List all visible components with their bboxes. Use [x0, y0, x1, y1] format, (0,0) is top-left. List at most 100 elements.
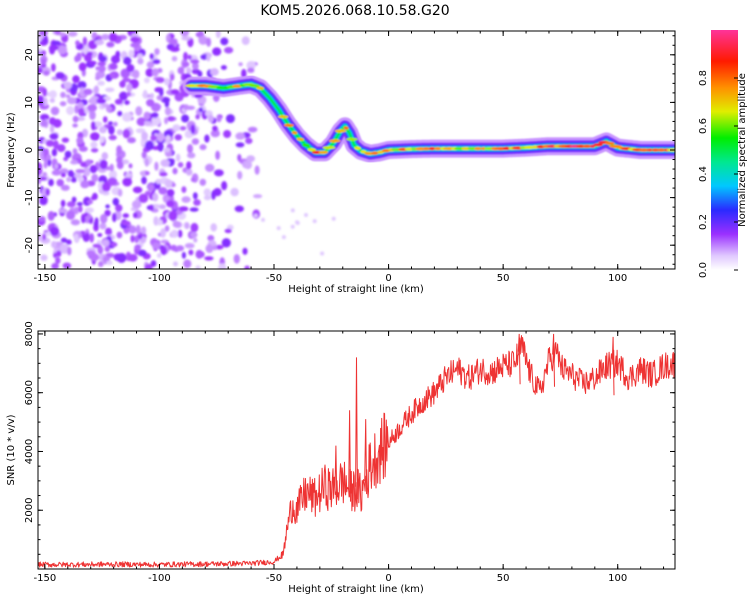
noise-blob [132, 186, 143, 194]
noise-blob [85, 232, 90, 242]
noise-blob [171, 56, 178, 62]
noise-blob [95, 75, 101, 81]
noise-blob [137, 249, 147, 257]
noise-blob [290, 208, 295, 213]
noise-blob [169, 73, 175, 81]
noise-blob [183, 104, 189, 110]
noise-blob [181, 186, 187, 194]
noise-blob [60, 184, 70, 191]
chart-title: KOM5.2026.068.10.58.G20 [260, 3, 449, 19]
x-tick-label: -100 [148, 573, 171, 584]
noise-blob [186, 161, 192, 170]
noise-blob [132, 69, 140, 79]
noise-blob [166, 200, 175, 208]
noise-blob [72, 148, 78, 155]
noise-blob [212, 47, 222, 56]
noise-blob [66, 210, 76, 220]
noise-blob [181, 36, 192, 41]
noise-blob [290, 224, 295, 229]
x-tick-label: 50 [497, 273, 510, 284]
noise-blob [180, 31, 190, 37]
noise-blob [54, 31, 61, 36]
snr-panel: -150 -100 -50 0 50 100 8000 6000 4000 2000 Heigh… [6, 321, 676, 595]
noise-blob [126, 91, 132, 97]
noise-blob [67, 170, 74, 178]
noise-blob [122, 77, 132, 83]
noise-blob [116, 129, 123, 136]
noise-blob [133, 212, 138, 219]
noise-blob [211, 190, 216, 200]
noise-blob [206, 53, 211, 62]
noise-blob [49, 124, 55, 133]
noise-blob [190, 177, 196, 183]
noise-blob [105, 204, 110, 209]
noise-blob [71, 196, 77, 203]
noise-blob [174, 134, 182, 141]
noise-blob [136, 117, 147, 127]
noise-blob [181, 251, 186, 259]
noise-blob [210, 68, 219, 76]
noise-blob [88, 60, 97, 66]
track-hotspot [474, 147, 482, 151]
noise-blob [187, 54, 192, 60]
snr-x-label: Height of straight line (km) [288, 584, 424, 595]
track-hotspot [277, 115, 289, 119]
noise-blob [186, 67, 192, 75]
noise-blob [38, 47, 43, 53]
noise-blob [101, 182, 111, 192]
noise-blob [101, 239, 110, 247]
track-hotspot [185, 84, 198, 88]
noise-blob [116, 253, 127, 263]
noise-blob [295, 221, 300, 225]
noise-blob [144, 263, 153, 269]
noise-blob [152, 192, 159, 202]
noise-blob [179, 126, 187, 131]
track-hotspot [657, 148, 666, 152]
snr-spike [368, 442, 372, 482]
noise-blob [102, 191, 110, 196]
track-hotspot [318, 150, 329, 154]
noise-blob [99, 55, 107, 62]
colorbar-label: Normalized spectral amplitude [737, 73, 748, 227]
noise-blob [150, 134, 157, 142]
track-hotspot [604, 141, 615, 145]
noise-blob [156, 132, 165, 142]
noise-blob [90, 132, 100, 141]
noise-blob [89, 233, 95, 243]
colorbar: 0.0 0.2 0.4 0.6 0.8 Normalized spectral ampl… [698, 30, 748, 278]
noise-blob [87, 104, 97, 112]
noise-blob [170, 89, 180, 95]
track-hotspot [360, 150, 367, 154]
track-hotspot [291, 131, 298, 135]
noise-blob [74, 55, 80, 63]
noise-blob [70, 159, 79, 165]
noise-blob [214, 169, 224, 177]
noise-blob [192, 62, 199, 70]
noise-blob [77, 81, 87, 89]
noise-blob [245, 137, 253, 144]
noise-blob [203, 188, 211, 196]
spectrogram-x-ticks: -150 -100 -50 0 50 100 [34, 31, 665, 284]
noise-blob [122, 112, 132, 122]
noise-blob [195, 249, 204, 259]
noise-blob [49, 90, 57, 99]
noise-blob [51, 63, 56, 72]
noise-blob [130, 36, 140, 43]
noise-blob [134, 244, 142, 251]
noise-blob [43, 97, 48, 107]
snr-spike [334, 445, 338, 500]
noise-blob [122, 213, 130, 218]
noise-blob [63, 81, 72, 90]
x-tick-label: -150 [34, 273, 57, 284]
noise-blob [40, 254, 48, 261]
noise-blob [187, 144, 193, 154]
noise-blob [99, 159, 108, 170]
noise-blob [124, 100, 130, 105]
noise-blob [130, 234, 135, 243]
noise-blob [195, 114, 200, 120]
noise-blob [57, 45, 68, 55]
track-hotspot [404, 147, 414, 151]
noise-blob [106, 41, 115, 48]
noise-blob [206, 37, 212, 47]
noise-blob [164, 225, 170, 232]
